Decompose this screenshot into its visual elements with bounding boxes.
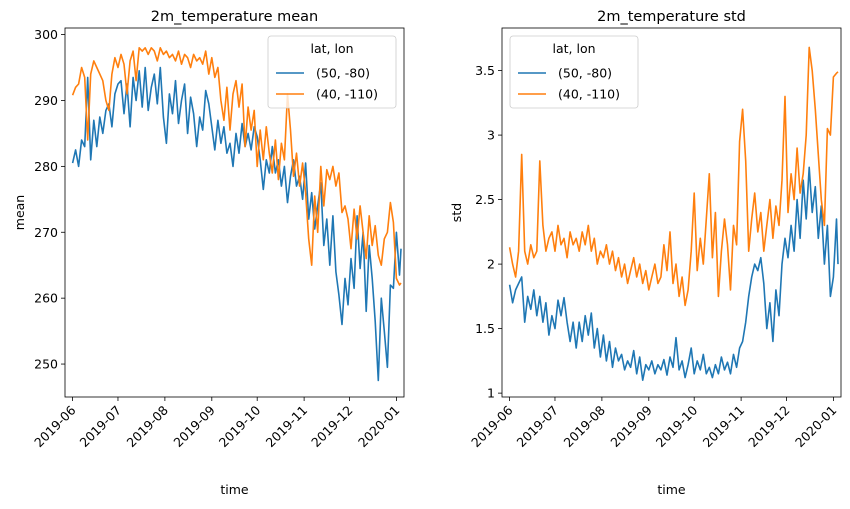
x-tick-label: 2019-09 — [170, 402, 218, 450]
y-axis-label: mean — [12, 195, 27, 230]
legend-entry-0: (50, -80) — [558, 66, 612, 81]
legend-box — [509, 35, 639, 109]
legend-title: lat, lon — [310, 41, 353, 56]
plot-frame — [501, 27, 842, 398]
y-tick-label: 270 — [34, 225, 58, 240]
x-tick-label: 2019-06 — [31, 402, 79, 450]
x-tick-label: 2019-07 — [77, 403, 125, 451]
mean-chart-panel: 2m_temperature mean 250 260 270 280 290 300 201… — [12, 9, 405, 497]
legend-title: lat, lon — [552, 41, 595, 56]
x-tick-label: 2019-12 — [745, 403, 793, 451]
y-tick-label: 1.5 — [475, 321, 495, 336]
legend: lat, lon (50, -80) (40, -110) — [267, 35, 397, 109]
x-axis-label: time — [220, 482, 249, 497]
std-chart-panel: 2m_temperature std11.522.533.52019-06201… — [449, 9, 842, 497]
series-line-1 — [508, 46, 839, 307]
y-tick-label: 250 — [34, 357, 58, 372]
x-tick-label: 2019-11 — [700, 403, 748, 451]
y-tick-label: 290 — [34, 93, 58, 108]
legend-entry-1: (40, -110) — [316, 87, 378, 102]
legend: lat, lon (50, -80) (40, -110) — [509, 35, 639, 109]
y-axis-label: std — [449, 203, 464, 222]
x-tick-label: 2019-09 — [607, 402, 655, 450]
x-tick-label: 2020-01 — [792, 403, 840, 451]
x-tick-label: 2019-10 — [216, 402, 264, 450]
x-tick-label: 2019-08 — [560, 402, 608, 450]
y-tick-label: 3.5 — [475, 63, 495, 78]
x-tick-label: 2019-08 — [123, 402, 171, 450]
chart-title: 2m_temperature std — [597, 9, 746, 25]
series-line-1 — [71, 46, 402, 286]
x-tick-label: 2019-11 — [263, 403, 311, 451]
y-tick-label: 260 — [34, 291, 58, 306]
series-line-0 — [71, 66, 402, 382]
x-tick-label: 2019-07 — [514, 403, 562, 451]
y-tick-label: 2 — [487, 257, 495, 272]
x-tick-label: 2019-10 — [653, 402, 701, 450]
y-tick-label: 2.5 — [475, 192, 495, 207]
chart-title: 2m_temperature mean — [151, 9, 318, 25]
y-tick-label: 3 — [487, 128, 495, 143]
legend-entry-0: (50, -80) — [316, 66, 370, 81]
plot-frame — [64, 27, 405, 398]
x-axis-label: time — [657, 482, 686, 497]
y-tick-label: 1 — [487, 386, 495, 401]
y-tick-label: 280 — [34, 159, 58, 174]
legend-entry-1: (40, -110) — [558, 87, 620, 102]
legend-box — [267, 35, 397, 109]
x-tick-label: 2019-12 — [308, 403, 356, 451]
y-tick-label: 300 — [34, 27, 58, 42]
x-tick-label: 2020-01 — [355, 403, 403, 451]
series-line-0 — [508, 166, 839, 382]
x-tick-label: 2019-06 — [468, 402, 516, 450]
